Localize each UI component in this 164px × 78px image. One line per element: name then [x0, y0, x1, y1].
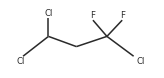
Text: F: F: [91, 11, 95, 20]
Text: Cl: Cl: [44, 9, 53, 18]
Text: F: F: [120, 11, 125, 20]
Text: Cl: Cl: [16, 57, 25, 66]
Text: Cl: Cl: [136, 57, 144, 66]
